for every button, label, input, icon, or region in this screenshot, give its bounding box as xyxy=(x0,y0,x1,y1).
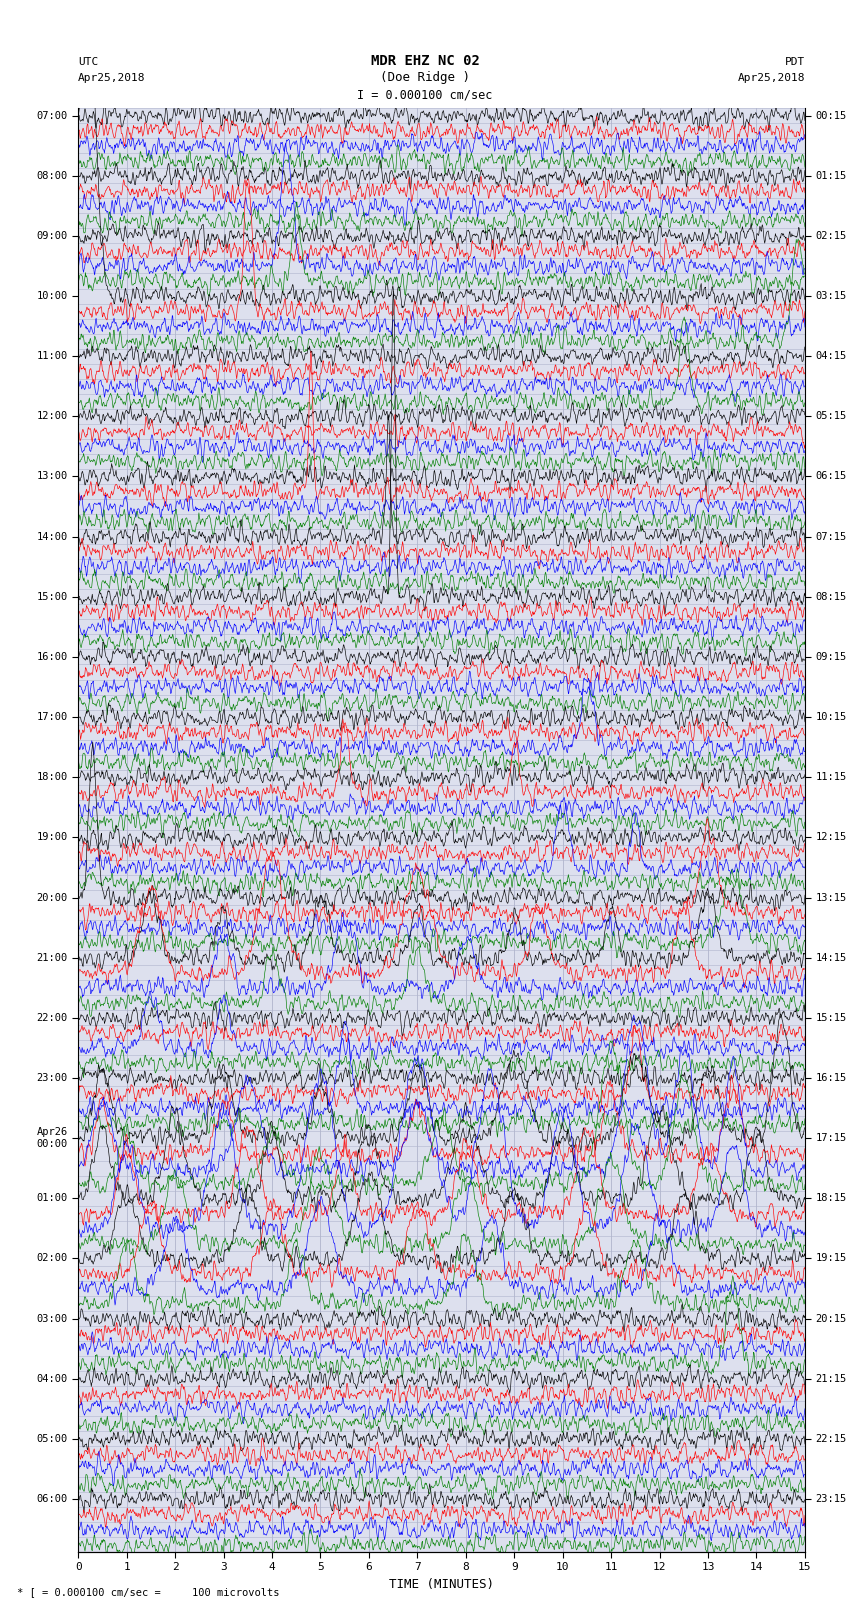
Text: I = 0.000100 cm/sec: I = 0.000100 cm/sec xyxy=(357,89,493,102)
Text: (Doe Ridge ): (Doe Ridge ) xyxy=(380,71,470,84)
Text: UTC: UTC xyxy=(78,56,99,66)
Text: PDT: PDT xyxy=(785,56,805,66)
Text: * [ = 0.000100 cm/sec =     100 microvolts: * [ = 0.000100 cm/sec = 100 microvolts xyxy=(17,1587,280,1597)
X-axis label: TIME (MINUTES): TIME (MINUTES) xyxy=(389,1578,494,1590)
Text: MDR EHZ NC 02: MDR EHZ NC 02 xyxy=(371,53,479,68)
Text: Apr25,2018: Apr25,2018 xyxy=(78,73,145,82)
Text: Apr25,2018: Apr25,2018 xyxy=(738,73,805,82)
